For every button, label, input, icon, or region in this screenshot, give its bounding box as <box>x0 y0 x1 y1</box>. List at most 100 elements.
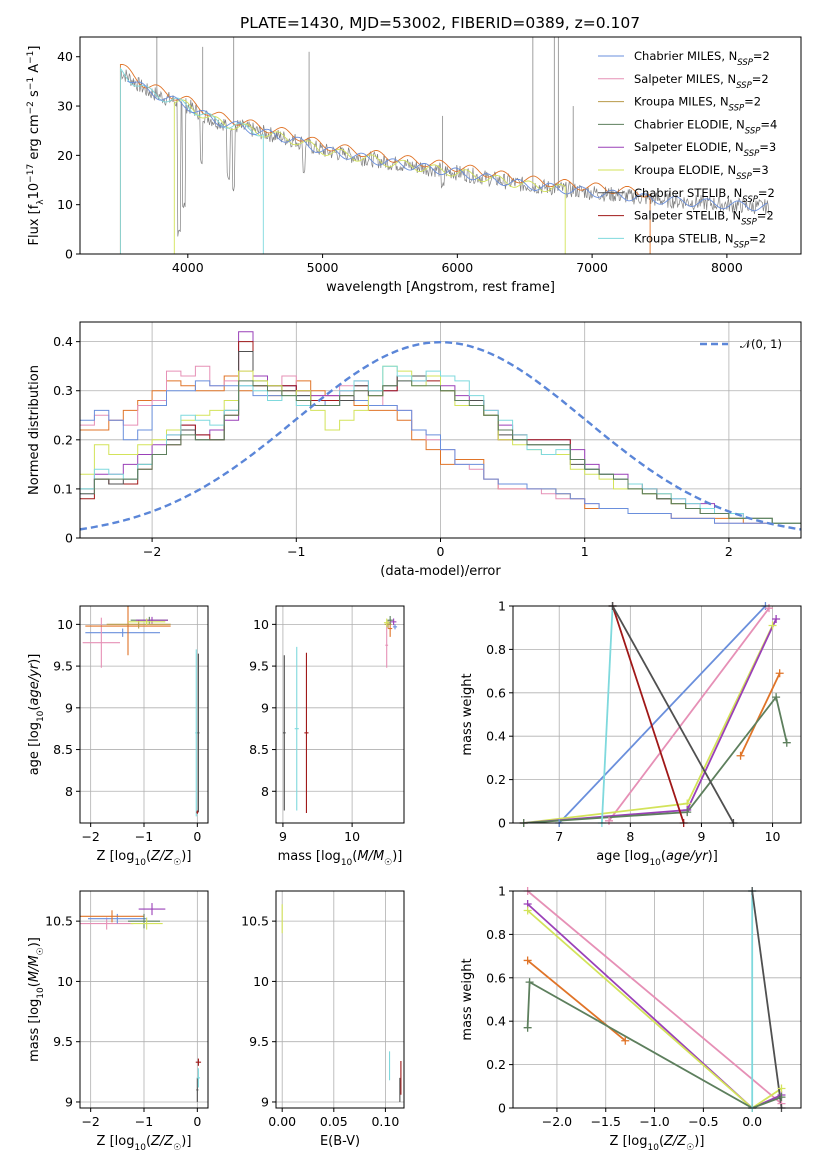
axes-frame <box>79 36 802 255</box>
y-tick-label: 30 <box>57 99 73 114</box>
x-tick-label: 9 <box>279 829 287 844</box>
x-tick-label: 1 <box>581 544 589 559</box>
plot-area <box>80 903 202 1102</box>
plus-marker <box>523 906 532 915</box>
x-tick-label: 10 <box>765 829 781 844</box>
model-spectrum-line <box>119 67 264 254</box>
mass-weight-line <box>527 909 782 1108</box>
x-tick-label: −1.5 <box>591 1114 621 1129</box>
legend-label: Kroupa ELODIE, NSSP=3 <box>634 163 769 182</box>
y-tick-label: 20 <box>57 148 73 163</box>
legend-label: Kroupa STELIB, NSSP=2 <box>634 231 766 250</box>
y-tick-label: 0.6 <box>486 970 506 985</box>
x-axis-label: Z [log10(Z/Z☉)] <box>610 1134 705 1153</box>
x-axis-label: Z [log10(Z/Z☉)] <box>97 1134 192 1153</box>
data-spectrum-line <box>120 69 770 237</box>
plus-marker <box>772 615 781 624</box>
x-tick-label: 7 <box>555 829 563 844</box>
y-tick-label: 1 <box>498 884 506 899</box>
legend-label: Salpeter ELODIE, NSSP=3 <box>634 140 776 159</box>
x-tick-label: −2 <box>81 829 99 844</box>
x-tick-label: −1.0 <box>639 1114 669 1129</box>
y-tick-label: 9.5 <box>249 659 269 674</box>
mass-weight-line <box>523 625 774 823</box>
y-tick-label: 0.2 <box>486 1057 506 1072</box>
mass-weight-line <box>526 980 782 1108</box>
legend-label: Chabrier ELODIE, NSSP=4 <box>634 117 777 136</box>
legend-label: Kroupa MILES, NSSP=2 <box>634 95 761 114</box>
axes-frame <box>512 890 802 1109</box>
panel-residuals: −2 −1 0 1 2 0 0.1 0.2 0.3 0.4 (data-model)/error No… <box>27 321 802 579</box>
x-axis-label: Z [log10(Z/Z☉)] <box>97 849 192 868</box>
y-tick-label: 9 <box>261 1094 269 1109</box>
plot-area <box>281 904 402 1102</box>
y-tick-label: 0.8 <box>486 927 506 942</box>
y-axis-label: age [log10(age/yr)] <box>27 654 46 776</box>
mass-weight-line <box>527 891 783 1105</box>
mass-weight-line <box>608 607 770 822</box>
y-tick-label: 0 <box>65 247 73 262</box>
y-tick-label: 9.5 <box>249 1034 269 1049</box>
x-tick-label: 9 <box>697 829 705 844</box>
legend-label: Chabrier MILES, NSSP=2 <box>634 49 770 68</box>
histogram-step <box>80 380 801 524</box>
y-tick-label: 0.4 <box>486 729 506 744</box>
y-tick-label: 10.5 <box>241 914 269 929</box>
panel-mass-vs-Z: −2 −1 0 9 9.5 10 10.5 Z [log10(Z/Z☉)] mass [log1… <box>27 890 209 1153</box>
y-tick-label: 8.5 <box>53 742 73 757</box>
y-tick-label: 40 <box>57 49 73 64</box>
mass-weight-line <box>526 903 782 1108</box>
plus-marker <box>772 693 781 702</box>
y-tick-label: 1 <box>498 599 506 614</box>
x-tick-label: 0 <box>437 544 445 559</box>
y-tick-label: 8 <box>261 784 269 799</box>
x-tick-label: 0.10 <box>371 1114 399 1129</box>
y-tick-label: 0.3 <box>53 383 73 398</box>
x-tick-label: −2 <box>143 544 161 559</box>
y-tick-label: 8 <box>65 784 73 799</box>
x-tick-label: 0 <box>193 1114 201 1129</box>
axes-frame <box>275 605 405 824</box>
x-tick-label: 0.00 <box>268 1114 296 1129</box>
x-tick-label: 0 <box>193 829 201 844</box>
plus-marker <box>621 1036 630 1045</box>
plot-area <box>80 331 801 531</box>
legend-label: 𝒩(0, 1) <box>740 337 782 351</box>
mass-weight-line <box>739 672 781 757</box>
y-tick-label: 9.5 <box>53 1034 73 1049</box>
y-tick-label: 0.4 <box>53 334 73 349</box>
x-tick-label: −1 <box>135 829 153 844</box>
y-tick-label: 9 <box>65 1094 73 1109</box>
y-tick-label: 0.1 <box>53 481 73 496</box>
y-axis-label: Flux [fλ10−17 erg cm−2 s−1 A−1] <box>26 46 46 246</box>
plot-area <box>523 606 788 823</box>
x-axis-label: E(B-V) <box>320 1134 360 1149</box>
x-tick-label: 8000 <box>711 260 743 275</box>
y-axis-label: mass weight <box>460 958 475 1040</box>
x-tick-label: 5000 <box>307 260 339 275</box>
x-tick-label: 7000 <box>576 260 608 275</box>
y-tick-label: 10 <box>57 974 73 989</box>
x-axis-label: age [log10(age/yr)] <box>596 849 718 868</box>
plus-marker <box>777 1093 786 1102</box>
x-tick-label: −0.5 <box>688 1114 718 1129</box>
panel-age-vs-mass: 9 10 8 8.5 9 9.5 10 mass [log10(M/M☉)] <box>249 605 405 868</box>
legend-label: Salpeter MILES, NSSP=2 <box>634 72 769 91</box>
y-tick-label: 10 <box>253 617 269 632</box>
axes-frame <box>512 605 802 824</box>
y-tick-label: 10 <box>57 617 73 632</box>
plus-marker <box>736 751 745 760</box>
model-spectrum-line <box>173 99 566 254</box>
plus-marker <box>777 1084 786 1093</box>
plus-marker <box>768 621 777 630</box>
axes-frame <box>275 890 405 1109</box>
x-tick-label: 4000 <box>172 260 204 275</box>
panel-massweight-vs-age: 7 8 9 10 0 0.2 0.4 0.6 0.8 1 age [log10(age/yr)] ma… <box>460 599 802 868</box>
y-tick-label: 10.5 <box>45 914 73 929</box>
y-tick-label: 0.6 <box>486 685 506 700</box>
mass-weight-line <box>611 606 735 823</box>
x-tick-label: 8 <box>626 829 634 844</box>
y-tick-label: 9 <box>261 700 269 715</box>
y-tick-label: 0.8 <box>486 642 506 657</box>
y-axis-label: mass weight <box>460 673 475 755</box>
